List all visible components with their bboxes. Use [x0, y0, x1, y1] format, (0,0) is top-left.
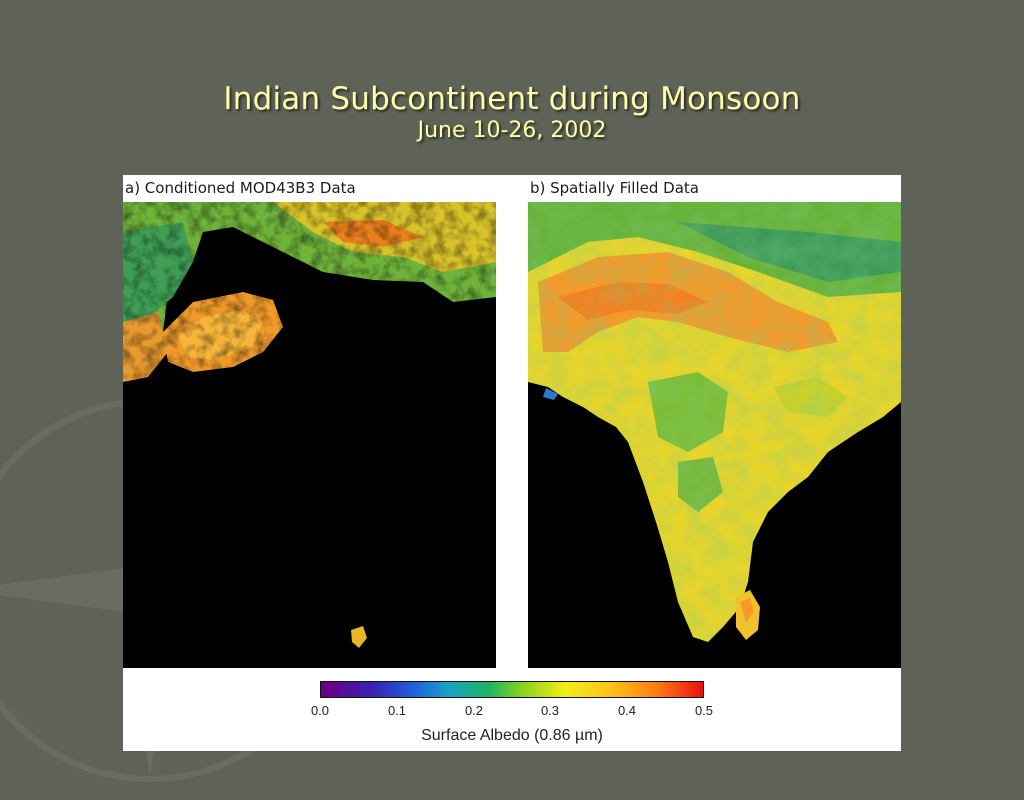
slide-title-block: Indian Subcontinent during Monsoon June …	[0, 80, 1024, 144]
colorbar-tick-2: 0.2	[464, 703, 484, 718]
colorbar-tick-5: 0.5	[694, 703, 714, 718]
colorbar-gradient	[320, 681, 704, 698]
colorbar-tick-4: 0.4	[617, 703, 637, 718]
panel-b-albedo-image	[528, 202, 901, 668]
colorbar-tick-1: 0.1	[387, 703, 407, 718]
colorbar	[320, 681, 704, 699]
panel-a-map: a) Conditioned MOD43B3 Data	[123, 175, 496, 668]
panel-b-map: b) Spatially Filled Data	[528, 175, 901, 668]
albedo-figure: a) Conditioned MOD43B3 Data	[123, 175, 901, 751]
panel-a-label: a) Conditioned MOD43B3 Data	[123, 175, 496, 202]
colorbar-tick-0: 0.0	[310, 703, 330, 718]
panel-b-label: b) Spatially Filled Data	[528, 175, 901, 202]
slide-title: Indian Subcontinent during Monsoon	[223, 81, 801, 117]
colorbar-label: Surface Albedo (0.86 µm)	[421, 727, 603, 744]
slide-subtitle: June 10-26, 2002	[417, 118, 607, 143]
panel-a-albedo-image	[123, 202, 496, 668]
colorbar-tick-3: 0.3	[540, 703, 560, 718]
